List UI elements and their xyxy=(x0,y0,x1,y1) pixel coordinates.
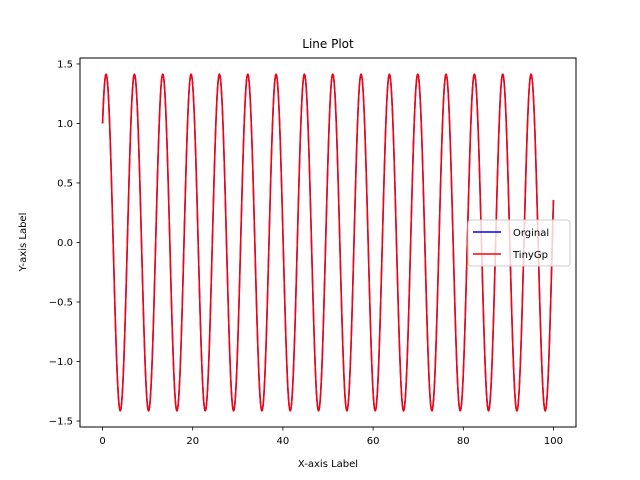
legend-label-orginal: Orginal xyxy=(513,228,549,239)
y-tick-label: 1.5 xyxy=(57,59,73,70)
x-tick-label: 40 xyxy=(277,436,290,447)
y-tick-label: 1.0 xyxy=(57,119,73,130)
y-tick-label: −1.5 xyxy=(49,417,73,428)
y-axis-ticks: −1.5 −1.0 −0.5 0.0 0.5 1.0 1.5 xyxy=(49,59,80,428)
legend: Orginal TinyGp xyxy=(467,219,571,267)
series-layer xyxy=(101,73,555,412)
y-axis-label: Y-axis Label xyxy=(18,213,29,273)
x-tick-label: 80 xyxy=(457,436,470,447)
x-tick-label: 0 xyxy=(99,436,105,447)
x-tick-label: 100 xyxy=(544,436,563,447)
legend-label-tinygp: TinyGp xyxy=(512,250,548,261)
chart-title: Line Plot xyxy=(302,37,354,51)
y-tick-label: 0.0 xyxy=(57,238,73,249)
y-tick-label: −0.5 xyxy=(49,298,73,309)
x-tick-label: 20 xyxy=(186,436,199,447)
x-axis-label: X-axis Label xyxy=(298,459,358,470)
series-line-tinygp xyxy=(101,73,555,412)
x-axis-ticks: 0 20 40 60 80 100 xyxy=(99,427,563,447)
x-tick-label: 60 xyxy=(367,436,380,447)
y-tick-label: −1.0 xyxy=(49,357,73,368)
y-tick-label: 0.5 xyxy=(57,178,73,189)
